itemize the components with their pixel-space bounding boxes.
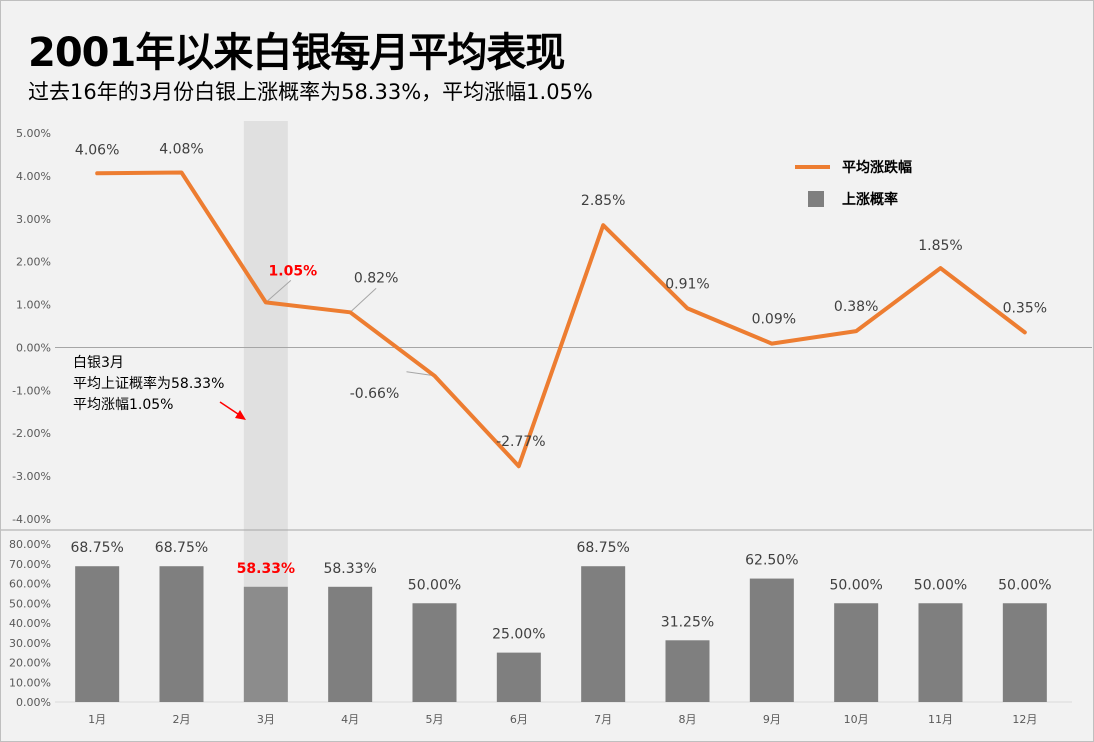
chart-title: 2001年以来白银每月平均表现 [28,30,565,76]
line-y-tick: -3.00% [12,470,51,483]
annotation-arrow-head [235,410,246,420]
x-tick-label: 9月 [763,713,781,726]
x-tick-label: 11月 [928,713,953,726]
line-y-tick: 2.00% [16,256,51,269]
bar-data-label: 68.75% [155,540,208,556]
line-y-tick: -4.00% [12,513,51,526]
annotation-line-2: 平均上证概率为58.33% [73,375,224,392]
bar-data-label: 50.00% [998,577,1051,593]
march-annotation: 白银3月 平均上证概率为58.33% 平均涨幅1.05% [73,355,246,420]
bar-data-label: 50.00% [408,577,461,593]
bar-y-tick: 30.00% [9,637,51,650]
bar-data-label: 58.33% [323,561,376,577]
x-axis: 1月 2月 3月 4月 5月 6月 7月 8月 9月 10月 11月 12月 [88,713,1037,726]
bar [412,603,457,702]
bar [328,586,373,702]
bar [243,586,288,702]
leader-line [349,287,377,313]
legend-bar-label: 上涨概率 [842,191,898,208]
bar-data-label: 31.25% [661,614,714,630]
bar-series [75,566,1047,702]
bar [1002,603,1047,702]
bar-data-label: 50.00% [829,577,882,593]
leader-line [265,280,292,303]
bar-y-tick: 60.00% [9,578,51,591]
line-data-label: 0.82% [354,270,398,286]
x-tick-label: 5月 [426,713,444,726]
chart-subtitle: 过去16年的3月份白银上涨概率为58.33%，平均涨幅1.05% [28,80,593,104]
bar-y-tick: 20.00% [9,657,51,670]
bar-data-label: 25.00% [492,627,545,643]
annotation-line-1: 白银3月 [73,355,124,371]
bar [749,578,794,702]
bar-data-labels: 68.75% 68.75% 58.33% 58.33% 50.00% 25.00% 68.7… [70,540,1051,642]
bar-y-tick: 40.00% [9,617,51,630]
bar-data-label: 50.00% [914,577,967,593]
line-data-labels: 4.06% 4.08% 1.05% 0.82% -0.66% -2.77% 2.85% 0.9… [75,141,1047,450]
bar [834,603,879,702]
line-data-label: 0.91% [665,276,709,292]
bar-y-axis: 80.00% 70.00% 60.00% 50.00% 40.00% 30.00% 20.0… [9,538,51,709]
bar-data-label: 58.33% [237,561,295,577]
line-data-label: 2.85% [581,193,625,209]
bar-y-tick: 70.00% [9,558,51,571]
annotation-line-3: 平均涨幅1.05% [73,397,173,413]
annotation-arrow [219,401,239,415]
line-data-label: 4.08% [159,141,203,157]
x-tick-label: 2月 [173,713,191,726]
bar-data-label: 62.50% [745,553,798,569]
line-data-label: 1.85% [918,238,962,254]
x-tick-label: 12月 [1012,713,1037,726]
average-change-line [95,170,1027,469]
legend-line-label: 平均涨跌幅 [842,159,912,176]
line-y-tick: -2.00% [12,427,51,440]
bar-y-tick: 80.00% [9,538,51,551]
legend: 平均涨跌幅 上涨概率 [795,159,912,208]
x-tick-label: 3月 [257,713,275,726]
line-data-label: 1.05% [269,263,318,279]
x-tick-label: 1月 [88,713,106,726]
bar [581,566,626,702]
legend-bar-swatch [808,191,824,207]
line-data-label: -2.77% [496,434,546,450]
line-y-axis: 5.00% 4.00% 3.00% 2.00% 1.00% 0.00% -1.00% -2.0… [12,127,51,526]
bar-y-tick: 0.00% [16,696,51,709]
line-y-tick: 0.00% [16,341,51,354]
line-data-label: 0.38% [834,299,878,315]
bar-y-tick: 10.00% [9,676,51,689]
bar-y-tick: 50.00% [9,597,51,610]
line-y-tick: 4.00% [16,170,51,183]
x-tick-label: 4月 [341,713,359,726]
x-tick-label: 6月 [510,713,528,726]
bar-data-label: 68.75% [576,540,629,556]
line-data-label: -0.66% [350,386,400,402]
line-data-label: 0.35% [1003,300,1047,316]
line-y-tick: 3.00% [16,213,51,226]
line-y-tick: -1.00% [12,384,51,397]
x-tick-label: 10月 [844,713,869,726]
line-data-label: 4.06% [75,142,119,158]
bar-data-label: 68.75% [70,540,123,556]
bar [496,652,541,702]
line-data-label: 0.09% [752,312,796,328]
line-y-tick: 1.00% [16,299,51,312]
bar [918,603,963,702]
leader-lines [265,280,435,377]
bar [159,566,204,702]
x-tick-label: 8月 [679,713,697,726]
bar [665,640,710,702]
leader-line [406,371,435,377]
x-tick-label: 7月 [594,713,612,726]
line-y-tick: 5.00% [16,127,51,140]
bar [75,566,120,702]
